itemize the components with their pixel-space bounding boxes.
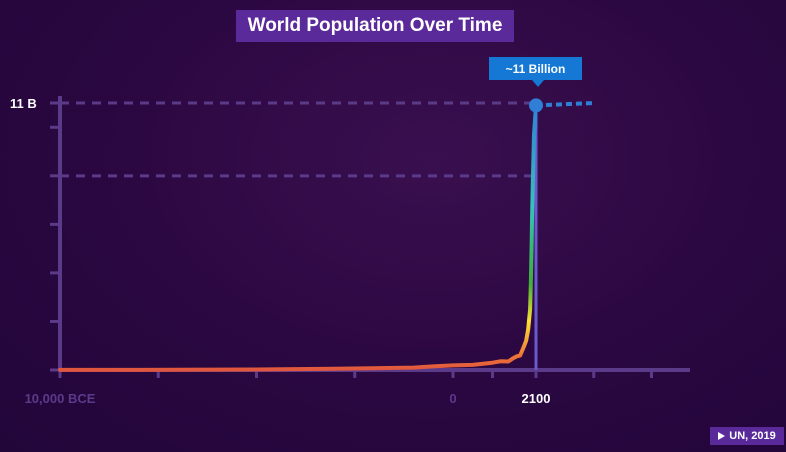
annotation-callout: ~11 Billion	[489, 57, 582, 80]
series-layer	[58, 98, 594, 372]
grid-layer	[60, 101, 536, 178]
x-tick-label: 10,000 BCE	[25, 391, 96, 406]
chart-title: World Population Over Time	[236, 10, 514, 42]
play-icon	[718, 432, 726, 440]
projection-line	[535, 101, 594, 108]
annotation-marker	[529, 98, 543, 113]
y-tick-label: 11 B	[10, 96, 37, 111]
source-label: UN, 2019	[729, 430, 776, 442]
source-badge: UN, 2019	[710, 427, 784, 445]
axis-layer	[50, 96, 690, 378]
x-tick-label: 2100	[522, 391, 551, 406]
annotation-callout-tail	[532, 80, 544, 87]
series-line	[58, 103, 538, 372]
label-layer: 11 B 10,000 BCE 0 2100	[10, 96, 550, 406]
x-tick-label: 0	[449, 391, 456, 406]
